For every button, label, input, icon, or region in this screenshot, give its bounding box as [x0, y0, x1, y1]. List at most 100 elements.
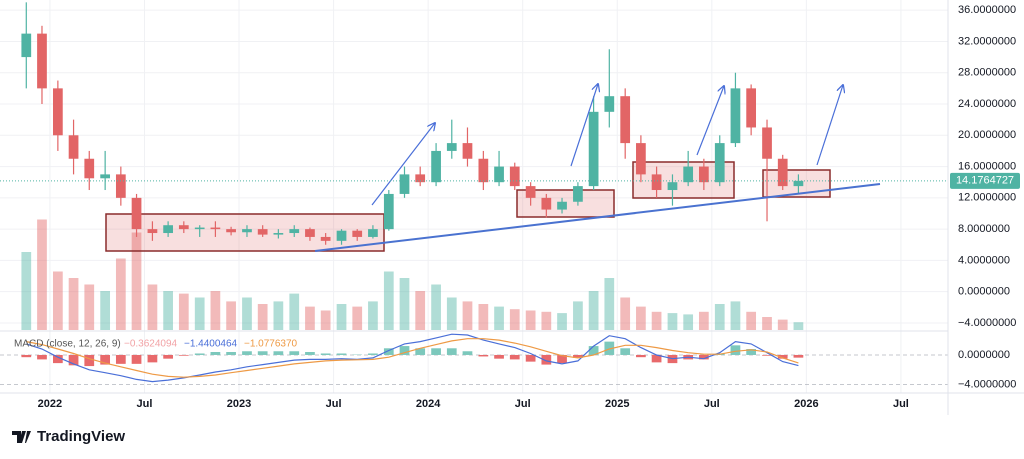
- candle-body: [668, 182, 678, 190]
- volume-bar: [510, 309, 520, 330]
- volume-bar: [778, 320, 788, 330]
- macd-tick-label: −4.0000000: [958, 378, 1016, 390]
- macd-histogram-bar: [431, 348, 441, 355]
- candle-body: [69, 135, 79, 158]
- macd-histogram-bar: [163, 355, 173, 359]
- macd-histogram-bar: [620, 348, 630, 355]
- macd-legend-value: −0.3624094: [124, 339, 178, 350]
- candle-body: [589, 112, 599, 186]
- y-tick-label: −4.0000000: [958, 317, 1016, 329]
- volume-bar: [400, 278, 410, 330]
- volume-bar: [604, 278, 614, 330]
- candle-body: [148, 229, 158, 233]
- volume-bar: [715, 304, 725, 330]
- arrow: [817, 85, 843, 165]
- candle-body: [557, 202, 567, 210]
- candle-body: [274, 233, 284, 235]
- candle-body: [715, 143, 725, 182]
- volume-bar: [384, 272, 394, 331]
- candle-body: [305, 229, 315, 237]
- volume-bar: [794, 322, 804, 330]
- macd-title: MACD (close, 12, 26, 9): [14, 339, 121, 350]
- candle-body: [258, 229, 268, 234]
- macd-histogram-bar: [368, 353, 378, 354]
- volume-bar: [557, 313, 567, 330]
- volume-bar: [526, 311, 536, 331]
- macd-histogram-bar: [526, 355, 536, 362]
- volume-bar: [368, 301, 378, 330]
- logo: TradingView: [12, 428, 125, 445]
- candle-body: [400, 174, 410, 194]
- volume-bar: [431, 285, 441, 331]
- volume-bar: [100, 291, 110, 330]
- candle-body: [746, 88, 756, 127]
- volume-bar: [242, 298, 252, 331]
- x-tick-label: Jul: [515, 398, 531, 410]
- volume-bar: [478, 304, 488, 330]
- candle-body: [573, 186, 583, 202]
- volume-bar: [53, 272, 63, 331]
- candle-body: [53, 88, 63, 135]
- macd-histogram-bar: [510, 355, 520, 359]
- macd-histogram-bar: [731, 345, 741, 355]
- x-tick-label: 2023: [227, 398, 251, 410]
- volume-bar: [415, 291, 425, 330]
- candle-body: [211, 228, 221, 230]
- volume-bar: [699, 312, 709, 330]
- macd-histogram-bar: [116, 355, 126, 364]
- candle-body: [352, 231, 362, 237]
- volume-bar: [746, 312, 756, 330]
- y-tick-label: 0.0000000: [958, 286, 1010, 298]
- candle-body: [762, 127, 772, 158]
- volume-bar: [731, 301, 741, 330]
- y-tick-label: 32.0000000: [958, 35, 1016, 47]
- candle-body: [526, 186, 536, 198]
- macd-histogram-bar: [179, 355, 189, 356]
- candle-body: [242, 229, 252, 232]
- candle-body: [652, 174, 662, 190]
- candle-body: [226, 229, 236, 232]
- candle-body: [620, 96, 630, 143]
- volume-bar: [337, 304, 347, 330]
- volume-bar: [116, 259, 126, 331]
- macd-histogram-bar: [478, 355, 488, 356]
- candle-body: [447, 143, 457, 151]
- candle-body: [132, 198, 142, 229]
- candle-body: [604, 96, 614, 112]
- volume-bar: [321, 311, 331, 331]
- volume-bar: [305, 307, 315, 330]
- volume-bar: [668, 313, 678, 330]
- macd-histogram-bar: [305, 352, 315, 355]
- candle-body: [778, 159, 788, 186]
- x-tick-label: Jul: [893, 398, 909, 410]
- macd-histogram-bar: [21, 355, 31, 357]
- candle-body: [321, 237, 331, 241]
- x-tick-label: Jul: [137, 398, 153, 410]
- volume-bar: [21, 252, 31, 330]
- candle-body: [636, 143, 646, 174]
- candle-body: [179, 225, 189, 229]
- candle-body: [289, 229, 299, 233]
- candle-body: [431, 151, 441, 182]
- macd-histogram-bar: [494, 355, 504, 359]
- volume-bar: [589, 291, 599, 330]
- x-tick-label: 2025: [605, 398, 629, 410]
- candle-body: [21, 34, 31, 57]
- volume-bar: [211, 291, 221, 330]
- volume-bar: [226, 301, 236, 330]
- logo-icon: [12, 431, 31, 443]
- brand: TradingView: [37, 428, 125, 445]
- macd-histogram-bar: [84, 355, 94, 366]
- volume-bar: [84, 285, 94, 331]
- x-tick-label: 2022: [38, 398, 62, 410]
- candle-body: [731, 88, 741, 143]
- volume-bar: [352, 307, 362, 330]
- volume-bar: [289, 294, 299, 330]
- candle-body: [699, 167, 709, 183]
- candle-body: [794, 181, 804, 186]
- y-tick-label: 20.0000000: [958, 129, 1016, 141]
- volume-bar: [636, 307, 646, 330]
- candle-body: [368, 229, 378, 237]
